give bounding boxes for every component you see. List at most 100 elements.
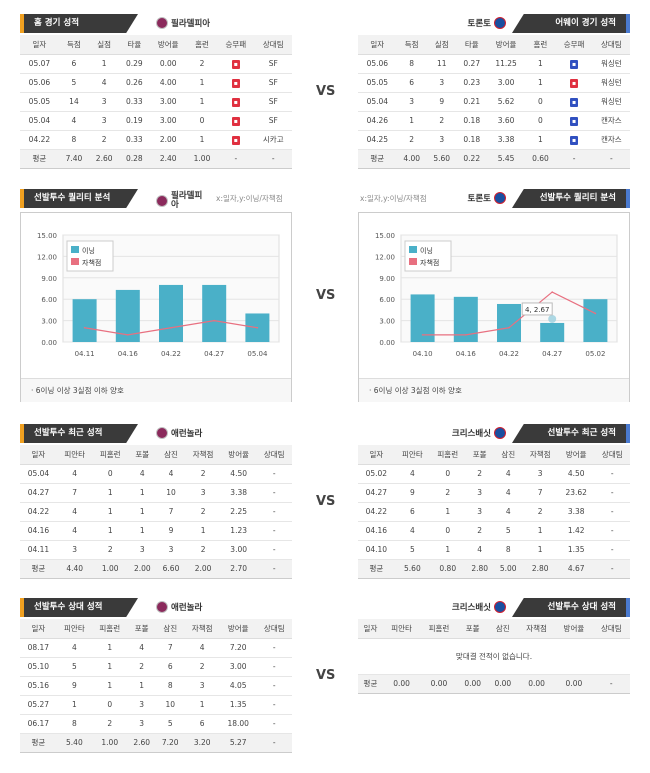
table-cell: 1 [525, 130, 556, 150]
table-cell: SF [254, 73, 292, 93]
table-cell: 2 [186, 54, 218, 74]
average-row: 평균 4.00 5.60 0.22 5.45 0.60- - [358, 149, 630, 169]
pitcher-vs-right-team: 크리스배싯 [452, 601, 506, 613]
table-cell: ▪ [555, 92, 593, 112]
column-header: 방어율 [219, 619, 257, 639]
table-row: 06.17 8 2 3 5 6 18.00- [20, 714, 292, 734]
table-header-row: 일자 피안타 피홈런 포볼 삼진 자책점 방어율 상대팀 [358, 445, 630, 465]
average-cell: 7.40 [58, 149, 90, 169]
loss-badge-icon: ▪ [231, 59, 240, 69]
average-cell: 1.00 [92, 559, 128, 579]
bar [540, 322, 565, 342]
table-cell: 3.38 [486, 130, 526, 150]
legend-label: 이닝 [82, 246, 95, 255]
column-header: 자책점 [184, 619, 220, 639]
table-row: 04.11 3 2 3 3 2 3.00- [20, 540, 292, 560]
table-cell: 05.06 [20, 73, 59, 93]
table-cell: 워싱턴 [592, 54, 630, 74]
table-cell: 7 [155, 638, 185, 658]
column-header: 삼진 [493, 445, 523, 465]
table-cell: - [594, 540, 630, 560]
blue-jays-logo-icon [494, 601, 506, 613]
table-row: 05.04 4 3 0.19 3.00 0 ▪ SF [20, 111, 292, 131]
table-cell: 4 [394, 464, 431, 484]
line-point [465, 334, 467, 336]
column-header: 자책점 [522, 445, 558, 465]
average-cell: 평균 [20, 559, 57, 579]
table-cell: 0.23 [456, 73, 487, 93]
average-row: 평균 5.60 0.80 2.80 5.00 2.80 4.67- [358, 559, 630, 579]
loss-badge-icon: ▪ [231, 97, 240, 107]
table-cell: 5 [56, 657, 93, 677]
table-row: 05.06 8 11 0.27 11.25 1 ▪ 워싱턴 [358, 54, 630, 74]
column-header: 자책점 [517, 619, 556, 639]
quality-right-chart-svg: 0.00 3.00 6.00 9.00 12.00 15.00 04.10 04.16 04.2… [375, 232, 618, 358]
quality-right-axis-note: x:일자,y:이닝/자책점 [360, 194, 427, 203]
y-tick-label: 3.00 [41, 318, 57, 326]
table-cell: 2 [426, 111, 457, 131]
table-row: 05.04 3 9 0.21 5.62 0 ▪ 워싱턴 [358, 92, 630, 112]
table-cell: 04.27 [358, 483, 395, 503]
table-cell: 2 [465, 464, 494, 484]
away-record-panel: 토론토 어웨이 경기 성적 일자 득점 실점 타율 방어율 홈런 승무패 상대팀 05.06 8 1… [358, 14, 630, 169]
average-cell: 0.00 [555, 674, 593, 694]
table-cell: - [594, 502, 630, 522]
table-cell: 3 [465, 502, 494, 522]
column-header: 승무패 [555, 35, 593, 55]
pitcher-vs-left-table: 일자 피안타 피홈런 포볼 삼진 자책점 방어율 상대팀 08.17 4 1 4 7 4 7.20-05.1… [20, 619, 292, 753]
average-row: 평균 7.40 2.60 0.28 2.40 1.00- - [20, 149, 292, 169]
average-cell: 5.40 [56, 733, 93, 753]
table-cell: 시카고 [254, 130, 292, 150]
table-cell: 1 [430, 540, 466, 560]
pitcher-vs-left-panel: 선발투수 상대 성적 애런놀라 일자 피안타 피홈런 포볼 삼진 자책점 방어율 상대팀 08.… [20, 598, 292, 753]
column-header: 상대팀 [256, 619, 292, 639]
column-header: 타율 [456, 35, 487, 55]
table-cell: 1 [92, 502, 128, 522]
table-cell: 23.62 [557, 483, 595, 503]
average-cell: 5.00 [493, 559, 523, 579]
table-cell: 04.10 [358, 540, 395, 560]
table-row: 05.16 9 1 1 8 3 4.05- [20, 676, 292, 696]
table-cell: 워싱턴 [592, 73, 630, 93]
table-cell: 0 [92, 464, 128, 484]
table-cell: 6 [155, 657, 185, 677]
pitcher-recent-right-table: 일자 피안타 피홈런 포볼 삼진 자책점 방어율 상대팀 05.02 4 0 2 4 3 4.50-04.2… [358, 445, 630, 579]
average-cell: 0.00 [517, 674, 556, 694]
legend-label: 자책점 [420, 258, 439, 267]
table-cell: 4 [56, 464, 93, 484]
table-cell: 7 [522, 483, 558, 503]
pitcher-recent-right-team: 크리스배싯 [452, 427, 506, 439]
table-row: 04.16 4 0 2 5 1 1.42- [358, 521, 630, 541]
table-cell: - [256, 521, 292, 541]
table-cell: 0 [525, 111, 556, 131]
table-cell: 2 [89, 130, 120, 150]
loss-badge-icon: ▪ [231, 135, 240, 145]
away-record-title: 어웨이 경기 성적 [512, 14, 630, 33]
column-header: 방어율 [555, 619, 593, 639]
win-badge-icon: ▪ [570, 59, 579, 69]
column-header: 일자 [358, 445, 395, 465]
table-cell: - [594, 521, 630, 541]
phillies-logo-icon [156, 601, 168, 613]
table-cell: 3 [127, 695, 156, 715]
table-cell: 04.27 [20, 483, 57, 503]
table-cell: - [594, 483, 630, 503]
column-header: 방어율 [149, 35, 187, 55]
table-cell: 2 [465, 521, 494, 541]
table-cell: - [256, 657, 292, 677]
table-cell: 1 [89, 54, 120, 74]
table-cell: SF [254, 111, 292, 131]
table-cell: 1.35 [219, 695, 257, 715]
y-tick-label: 12.00 [375, 253, 395, 261]
table-cell: ▪ [555, 111, 593, 131]
table-cell: 6 [184, 714, 220, 734]
legend-swatch [409, 258, 417, 265]
table-cell: 4 [89, 73, 120, 93]
table-cell: 캔자스 [592, 111, 630, 131]
table-cell: 05.02 [358, 464, 395, 484]
y-tick-label: 6.00 [379, 296, 395, 304]
table-cell: 1 [430, 502, 466, 522]
line-point [256, 326, 259, 329]
table-cell: SF [254, 54, 292, 74]
table-cell: ▪ [217, 92, 255, 112]
